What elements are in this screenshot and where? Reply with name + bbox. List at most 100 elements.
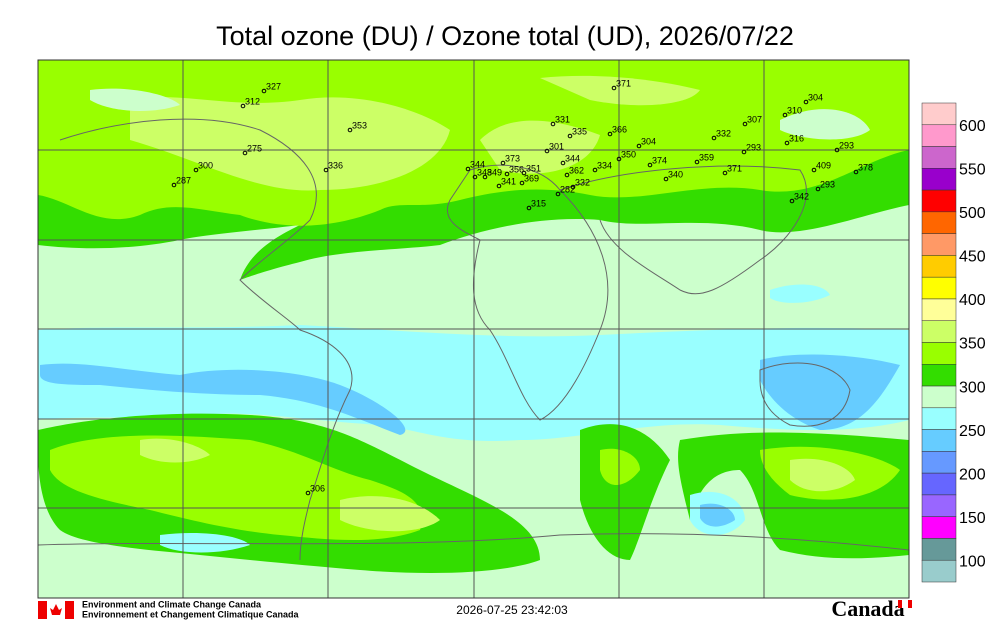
station-dot <box>782 112 788 118</box>
station-dot <box>193 167 199 173</box>
station-dot <box>611 85 617 91</box>
colorbar-label: 500 <box>959 205 986 222</box>
station-dot <box>636 143 642 149</box>
station-dot <box>616 156 622 162</box>
station-dot <box>305 490 311 496</box>
station-value: 349 <box>487 167 502 177</box>
station-value: 312 <box>245 96 260 106</box>
colorbar-label: 250 <box>959 423 986 440</box>
station-dot <box>261 88 267 94</box>
station-value: 293 <box>839 140 854 150</box>
colorbar-swatch <box>921 364 957 387</box>
colorbar-label: 600 <box>959 118 986 135</box>
station-dot <box>570 184 576 190</box>
station-dot <box>789 198 795 204</box>
station-value: 335 <box>572 126 587 136</box>
station-value: 293 <box>746 142 761 152</box>
station-dot <box>240 103 246 109</box>
station-value: 356 <box>509 164 524 174</box>
station-dot <box>550 121 556 127</box>
station-dot <box>472 174 478 180</box>
station-dot <box>500 160 506 166</box>
station-value: 344 <box>470 159 485 169</box>
station-value: 353 <box>352 120 367 130</box>
station-dot <box>811 167 817 173</box>
station-value: 409 <box>816 160 831 170</box>
station-dot <box>815 186 821 192</box>
station-value: 332 <box>575 177 590 187</box>
station-dot <box>496 183 502 189</box>
station-dot <box>347 127 353 133</box>
colorbar-label: 150 <box>959 510 986 527</box>
station-value: 334 <box>597 160 612 170</box>
colorbar-swatch <box>921 559 957 583</box>
station-value: 275 <box>247 143 262 153</box>
station-value: 340 <box>668 169 683 179</box>
colorbar-swatch <box>921 124 957 147</box>
station-dot <box>242 150 248 156</box>
station-value: 344 <box>565 153 580 163</box>
colorbar-swatch <box>921 385 957 409</box>
colorbar-swatch <box>921 320 957 343</box>
colorbar-swatch <box>921 538 957 561</box>
colorbar-swatch <box>921 233 957 256</box>
station-dot <box>482 174 488 180</box>
station-value: 359 <box>699 152 714 162</box>
station-value: 331 <box>555 114 570 124</box>
station-value: 316 <box>789 133 804 143</box>
station-value: 371 <box>616 78 631 88</box>
station-dot <box>592 167 598 173</box>
colorbar-swatch <box>921 211 957 234</box>
station-value: 348 <box>477 167 492 177</box>
colorbar: 600 550 500 450 400 350 300 250 200 150 100 <box>921 102 986 583</box>
station-dot <box>567 133 573 139</box>
agency-en: Environment and Climate Change Canada <box>82 599 262 609</box>
station-value: 307 <box>747 114 762 124</box>
colorbar-swatch <box>921 429 957 452</box>
station-value: 351 <box>526 163 541 173</box>
colorbar-swatch <box>921 255 957 278</box>
colorbar-label: 450 <box>959 249 986 266</box>
station-dot <box>803 99 809 105</box>
station-dot <box>607 131 613 137</box>
station-dot <box>564 172 570 178</box>
station-value: 293 <box>820 179 835 189</box>
station-value: 371 <box>727 163 742 173</box>
station-dot <box>711 135 717 141</box>
station-dot <box>741 149 747 155</box>
station-value: 301 <box>549 141 564 151</box>
station-value: 362 <box>569 165 584 175</box>
station-dot <box>784 140 790 146</box>
station-dot <box>722 170 728 176</box>
station-dot <box>853 169 859 175</box>
station-value: 315 <box>531 198 546 208</box>
station-dot <box>694 159 700 165</box>
colorbar-swatch <box>921 451 957 474</box>
station-value: 342 <box>794 191 809 201</box>
station-value: 310 <box>787 105 802 115</box>
footer: Environment and Climate Change Canada En… <box>38 596 912 621</box>
agency-fr: Environnement et Changement Climatique C… <box>82 609 300 619</box>
colorbar-label: 200 <box>959 466 986 483</box>
station-value: 300 <box>198 160 213 170</box>
wordmark: Canada <box>831 596 904 621</box>
station-value: 374 <box>652 155 667 165</box>
station-dot <box>521 170 527 176</box>
station-value: 306 <box>310 483 325 493</box>
colorbar-swatch <box>921 516 957 539</box>
station-value: 378 <box>858 162 873 172</box>
station-dot <box>834 147 840 153</box>
colorbar-swatch <box>921 189 957 213</box>
station-value: 282 <box>560 184 575 194</box>
station-dot <box>323 167 329 173</box>
colorbar-swatch <box>921 298 957 321</box>
station-dot <box>171 182 177 188</box>
station-value: 304 <box>641 136 656 146</box>
station-dot <box>663 176 669 182</box>
station-value: 327 <box>266 81 281 91</box>
station-value: 350 <box>621 149 636 159</box>
colorbar-label: 100 <box>959 553 986 570</box>
colorbar-label: 400 <box>959 292 986 309</box>
timestamp: 2026-07-25 23:42:03 <box>456 603 568 617</box>
